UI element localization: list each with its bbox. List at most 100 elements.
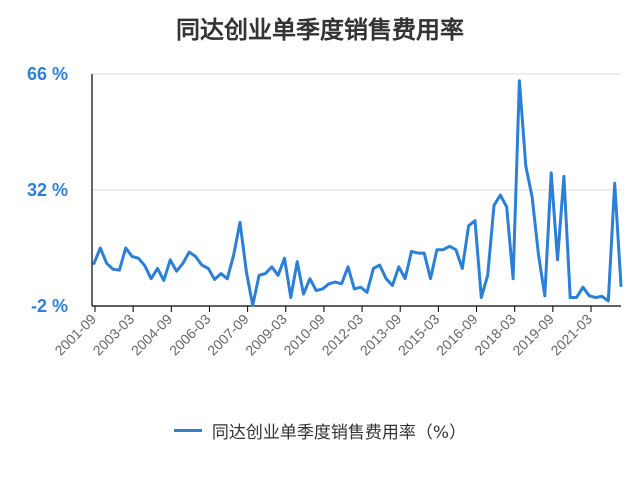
data-point bbox=[461, 267, 464, 270]
data-point bbox=[397, 265, 400, 268]
y-tick-label: 66 % bbox=[27, 64, 68, 84]
data-point bbox=[607, 299, 610, 302]
data-point bbox=[480, 296, 483, 299]
data-point bbox=[245, 270, 248, 273]
x-tick-label: 2009-03 bbox=[242, 311, 290, 359]
data-point bbox=[378, 264, 381, 267]
data-point bbox=[505, 206, 508, 209]
x-tick-labels: 2001-092003-032004-092006-032007-092009-… bbox=[51, 311, 595, 359]
data-point bbox=[137, 257, 140, 260]
data-point bbox=[353, 287, 356, 290]
data-point bbox=[334, 281, 337, 284]
x-tick-label: 2019-09 bbox=[509, 311, 557, 359]
data-point bbox=[601, 295, 604, 298]
axes bbox=[91, 74, 621, 312]
data-point bbox=[562, 175, 565, 178]
data-point bbox=[105, 262, 108, 265]
data-point bbox=[512, 277, 515, 280]
y-tick-label: -2 % bbox=[31, 296, 68, 316]
data-point bbox=[531, 195, 534, 198]
gridlines bbox=[92, 73, 621, 191]
data-point bbox=[251, 304, 254, 307]
y-tick-label: 32 % bbox=[27, 180, 68, 200]
data-point bbox=[308, 277, 311, 280]
data-point bbox=[581, 286, 584, 289]
data-point bbox=[518, 79, 521, 82]
data-point bbox=[537, 253, 540, 256]
data-point bbox=[181, 262, 184, 265]
data-point bbox=[569, 296, 572, 299]
data-point bbox=[327, 282, 330, 285]
data-point bbox=[613, 182, 616, 185]
data-point bbox=[524, 165, 527, 168]
data-point bbox=[594, 296, 597, 299]
data-point bbox=[429, 277, 432, 280]
data-point bbox=[162, 279, 165, 282]
data-point bbox=[289, 296, 292, 299]
data-point bbox=[156, 267, 159, 270]
data-point bbox=[264, 272, 267, 275]
x-tick-label: 2012-03 bbox=[319, 311, 367, 359]
data-point bbox=[454, 248, 457, 251]
data-point bbox=[143, 264, 146, 267]
data-point bbox=[499, 194, 502, 197]
chart-title: 同达创业单季度销售费用率 bbox=[176, 16, 464, 44]
data-point bbox=[200, 264, 203, 267]
data-point bbox=[124, 247, 127, 250]
data-point bbox=[93, 262, 96, 265]
data-point bbox=[302, 293, 305, 296]
data-point bbox=[588, 294, 591, 297]
data-point bbox=[575, 296, 578, 299]
x-tick-label: 2010-09 bbox=[280, 311, 328, 359]
x-tick-label: 2021-03 bbox=[547, 311, 595, 359]
data-point bbox=[404, 277, 407, 280]
data-point bbox=[347, 265, 350, 268]
data-point bbox=[131, 255, 134, 258]
data-point bbox=[486, 274, 489, 277]
x-tick-label: 2016-09 bbox=[433, 311, 481, 359]
x-tick-label: 2004-09 bbox=[128, 311, 176, 359]
data-point bbox=[410, 250, 413, 253]
x-tick-label: 2018-03 bbox=[471, 311, 519, 359]
data-point bbox=[296, 260, 299, 263]
data-point bbox=[315, 289, 318, 292]
data-point bbox=[366, 291, 369, 294]
data-point bbox=[385, 277, 388, 280]
data-point bbox=[150, 277, 153, 280]
x-tick-label: 2003-03 bbox=[90, 311, 138, 359]
x-tick-label: 2001-09 bbox=[51, 311, 99, 359]
x-tick-label: 2015-03 bbox=[395, 311, 443, 359]
series-group bbox=[92, 79, 623, 307]
data-point bbox=[213, 278, 216, 281]
data-point bbox=[442, 248, 445, 251]
data-point bbox=[372, 267, 375, 270]
data-point bbox=[239, 221, 242, 224]
legend-swatch bbox=[173, 429, 202, 432]
data-point bbox=[474, 219, 477, 222]
data-point bbox=[493, 204, 496, 207]
data-point bbox=[391, 284, 394, 287]
x-tick-label: 2007-09 bbox=[204, 311, 252, 359]
data-point bbox=[448, 245, 451, 248]
data-point bbox=[467, 224, 470, 227]
x-tick-label: 2013-09 bbox=[357, 311, 405, 359]
data-point bbox=[550, 171, 553, 174]
data-point bbox=[277, 274, 280, 277]
data-point bbox=[620, 284, 623, 287]
y-tick-labels: 66 % 32 % -2 % bbox=[27, 64, 68, 316]
data-point bbox=[226, 277, 229, 280]
series-line bbox=[92, 79, 623, 307]
legend-label: 同达创业单季度销售费用率（%） bbox=[211, 423, 467, 443]
data-point bbox=[188, 251, 191, 254]
data-point bbox=[270, 265, 273, 268]
data-point bbox=[321, 287, 324, 290]
data-point bbox=[207, 267, 210, 270]
data-point bbox=[435, 248, 438, 251]
data-point bbox=[194, 255, 197, 258]
data-point bbox=[258, 274, 261, 277]
data-point bbox=[99, 247, 102, 250]
data-point bbox=[543, 294, 546, 297]
data-point bbox=[169, 258, 172, 261]
data-point bbox=[232, 253, 235, 256]
